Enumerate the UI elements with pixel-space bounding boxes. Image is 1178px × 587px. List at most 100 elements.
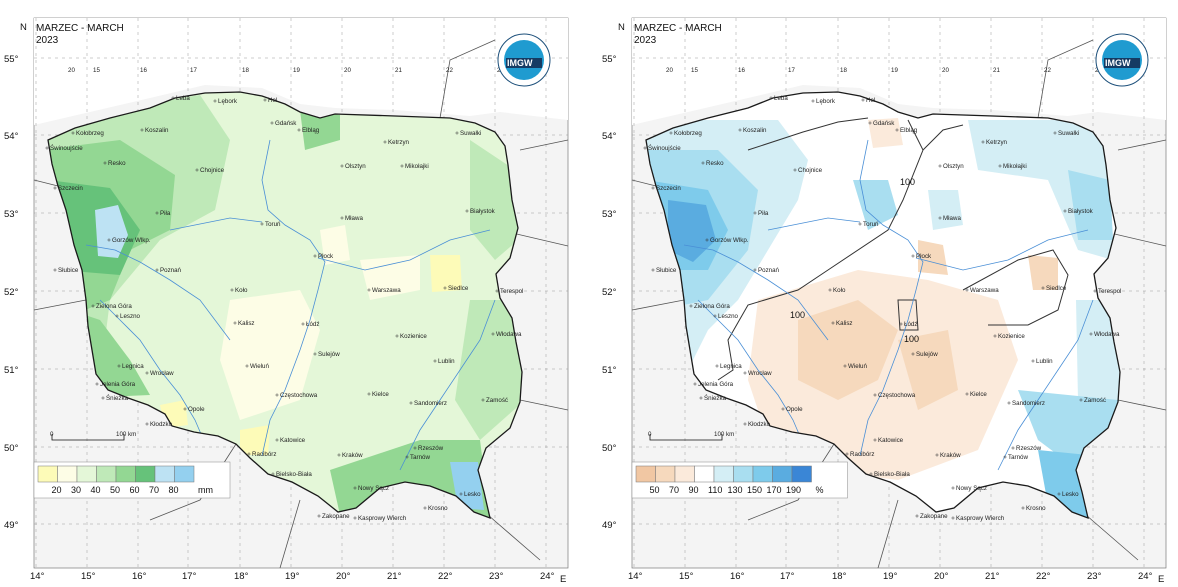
city-label: Ketrzyn	[388, 139, 410, 146]
legend-tick: 50	[650, 485, 660, 495]
city-label: Zakopane	[920, 513, 948, 520]
legend-tick: 80	[169, 485, 179, 495]
longitude-label: 21°	[387, 571, 402, 582]
station-marker	[938, 216, 942, 220]
inner-longitude-label: 15	[93, 67, 100, 74]
station-marker	[643, 146, 647, 150]
city-label: Bielsko-Biała	[276, 471, 312, 478]
city-label: Opole	[188, 406, 205, 413]
station-marker	[915, 514, 919, 518]
longitude-label: 17°	[182, 571, 197, 582]
longitude-label: 15°	[81, 571, 96, 582]
city-label: Gorzów Wlkp.	[112, 237, 151, 244]
city-label: Wrocław	[150, 370, 174, 377]
longitude-label: 18°	[832, 571, 847, 582]
city-label: Nowy Sącz	[358, 485, 389, 492]
river-path	[859, 139, 924, 457]
east-label: E	[560, 574, 566, 585]
latitude-label: 51°	[4, 365, 19, 376]
city-label: Zielona Góra	[96, 303, 132, 310]
city-labels: Łeba Hel Lębork Gdańsk Elbląg Kołobrzeg Koszal…	[45, 95, 523, 522]
station-marker	[1011, 446, 1015, 450]
city-label: Lesko	[1062, 491, 1079, 498]
scale-end: 100 km	[714, 431, 734, 438]
station-marker	[115, 314, 119, 318]
legend-swatch	[76, 465, 97, 483]
contour-labels: 100 100 100	[790, 177, 919, 344]
city-label: Szczecin	[58, 185, 83, 192]
contour-path	[717, 119, 924, 381]
station-marker	[713, 314, 717, 318]
city-label: Terespol	[1098, 288, 1121, 295]
city-label: Wieluń	[250, 363, 269, 370]
percent-zone	[853, 180, 898, 230]
station-marker	[873, 438, 877, 442]
east-label: E	[1158, 574, 1164, 585]
station-marker	[53, 268, 57, 272]
city-label: Świnoujście	[648, 144, 681, 152]
station-marker	[183, 407, 187, 411]
legend-swatch	[791, 465, 812, 483]
city-label: Poznań	[160, 267, 182, 274]
city-label: Zamość	[1084, 397, 1106, 404]
scale-bar	[649, 434, 723, 441]
city-label: Wrocław	[748, 370, 772, 377]
legend-unit: mm	[198, 485, 213, 495]
station-marker	[689, 304, 693, 308]
latitude-label: 50°	[4, 443, 19, 454]
baltic-sea	[632, 18, 1166, 125]
city-label: Słubice	[58, 267, 79, 274]
city-label: Chojnice	[798, 167, 823, 174]
legend-tick: 150	[747, 485, 762, 495]
percent-zone	[1028, 255, 1058, 290]
legend-tick: 170	[767, 485, 782, 495]
imgw-logo: IMGW	[497, 33, 551, 87]
precip-zone	[360, 255, 420, 300]
station-marker	[1089, 332, 1093, 336]
contour-label: 100	[900, 177, 915, 187]
station-marker	[828, 288, 832, 292]
station-marker	[895, 128, 899, 132]
city-label: Tarnów	[410, 454, 430, 461]
city-label: Włodawa	[1094, 331, 1120, 338]
precipitation-percent-map: Łeba Hel Lębork Gdańsk Elbląg Kołobrzeg Koszal…	[598, 0, 1178, 587]
city-label: Jelenia Góra	[100, 381, 136, 388]
city-label: Koło	[235, 287, 248, 294]
legend-swatch	[37, 465, 58, 483]
station-marker	[367, 288, 371, 292]
station-marker	[911, 254, 915, 258]
station-marker	[275, 438, 279, 442]
legend-tick: 40	[91, 485, 101, 495]
station-marker	[1079, 398, 1083, 402]
longitude-label: 15°	[679, 571, 694, 582]
city-label: Jelenia Góra	[698, 381, 734, 388]
station-marker	[245, 364, 249, 368]
city-label: Bielsko-Biała	[874, 471, 910, 478]
neighbour-borders	[631, 39, 1167, 569]
station-marker	[965, 392, 969, 396]
precip-zone	[470, 140, 518, 260]
precip-zone	[220, 290, 320, 420]
station-marker	[715, 364, 719, 368]
city-label: Resko	[108, 160, 126, 167]
station-marker	[263, 98, 267, 102]
station-marker	[1031, 359, 1035, 363]
map-year: 2023	[634, 35, 657, 46]
city-label: Sandomierz	[1012, 400, 1045, 407]
station-marker	[140, 128, 144, 132]
city-label: Warszawa	[372, 287, 401, 294]
city-label: Lublin	[438, 358, 455, 365]
city-label: Kielce	[970, 391, 987, 398]
river-path	[697, 299, 809, 456]
station-marker	[367, 392, 371, 396]
latitude-label: 53°	[4, 209, 19, 220]
station-marker	[858, 222, 862, 226]
city-label: Leszno	[120, 313, 141, 320]
city-label: Mława	[943, 215, 961, 222]
city-label: Gdańsk	[873, 120, 895, 127]
city-label: Białystok	[1068, 208, 1094, 215]
station-marker	[899, 322, 903, 326]
station-marker	[868, 121, 872, 125]
legend-swatch	[733, 465, 754, 483]
station-marker	[843, 364, 847, 368]
